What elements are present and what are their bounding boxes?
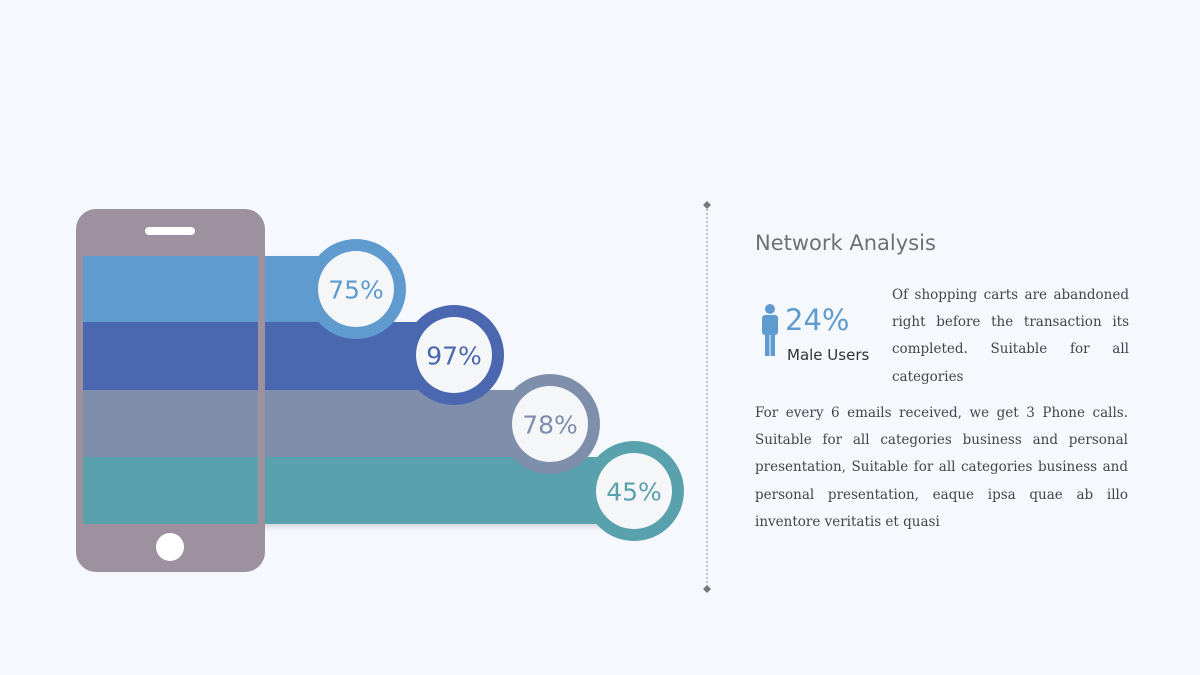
divider-end: [703, 201, 711, 209]
ring-inner: [512, 386, 588, 462]
ring-inner: [416, 317, 492, 393]
bar: [250, 457, 635, 524]
body-text: For every 6 emails received, we get 3 Ph…: [755, 405, 1128, 530]
screen-band: [83, 256, 258, 322]
divider-end: [703, 585, 711, 593]
title: Network Analysis: [755, 231, 936, 255]
percent-label: 45%: [606, 478, 662, 507]
stat-text: Of shopping carts are abandoned right be…: [892, 287, 1129, 385]
stat-value: 24%: [785, 303, 850, 337]
bar: [250, 390, 550, 457]
person-icon: [762, 304, 778, 356]
screen-band: [83, 322, 258, 390]
stat-label: Male Users: [787, 346, 870, 364]
percent-label: 97%: [426, 342, 482, 371]
phone-button: [156, 533, 184, 561]
phone-speaker: [145, 227, 195, 235]
ring-inner: [596, 453, 672, 529]
percent-label: 78%: [522, 411, 578, 440]
screen-band: [83, 390, 258, 457]
screen-band: [83, 457, 258, 524]
ring-inner: [318, 251, 394, 327]
percent-label: 75%: [328, 276, 384, 305]
